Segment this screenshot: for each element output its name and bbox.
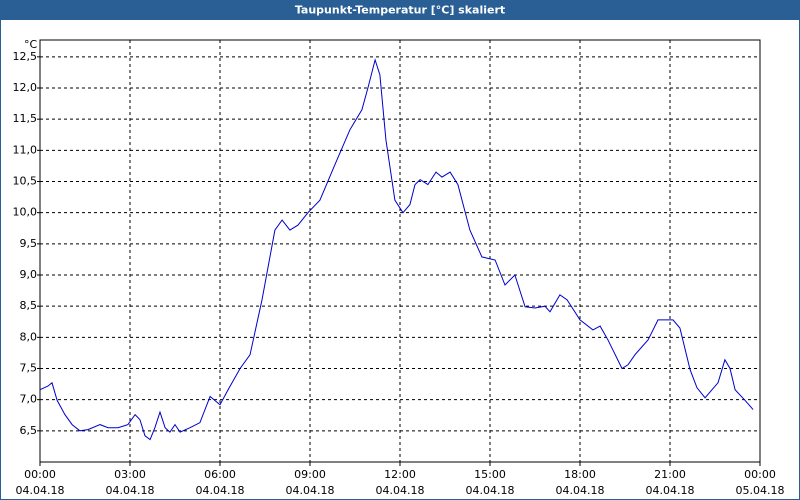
x-tick-date: 04.04.18 (106, 484, 155, 497)
y-tick-label: 11,5 (13, 112, 38, 125)
y-tick-label: 8,5 (20, 299, 38, 312)
x-tick-label: 00:00 (24, 468, 56, 481)
data-line (39, 58, 754, 441)
x-tick-date: 04.04.18 (556, 484, 605, 497)
y-tick-label: 10,0 (13, 206, 38, 219)
y-tick-label: 9,5 (20, 237, 38, 250)
y-tick-label: 7,0 (20, 393, 38, 406)
x-tick-date: 04.04.18 (466, 484, 515, 497)
x-tick-label: 09:00 (294, 468, 326, 481)
x-tick-date: 04.04.18 (16, 484, 65, 497)
y-tick-label: 7,5 (20, 361, 38, 374)
x-tick-label: 18:00 (564, 468, 596, 481)
x-tick-date: 04.04.18 (196, 484, 245, 497)
x-tick-label: 12:00 (384, 468, 416, 481)
y-tick-label: 6,5 (20, 424, 38, 437)
y-tick-label: 9,0 (20, 268, 38, 281)
x-tick-date: 04.04.18 (376, 484, 425, 497)
x-tick-label: 06:00 (204, 468, 236, 481)
x-tick-date: 05.04.18 (736, 484, 785, 497)
x-tick-date: 04.04.18 (646, 484, 695, 497)
y-unit: °C (24, 38, 38, 51)
x-tick-label: 21:00 (654, 468, 686, 481)
y-tick-label: 11,0 (13, 143, 38, 156)
x-tick-date: 04.04.18 (286, 484, 335, 497)
x-tick-label: 00:00 (744, 468, 776, 481)
y-tick-label: 8,0 (20, 330, 38, 343)
chart-title: Taupunkt-Temperatur [°C] skaliert (295, 4, 505, 17)
y-tick-label: 10,5 (13, 174, 38, 187)
y-tick-label: 12,0 (13, 81, 38, 94)
x-tick-label: 15:00 (474, 468, 506, 481)
y-tick-label: 12,5 (13, 50, 38, 63)
x-tick-label: 03:00 (114, 468, 146, 481)
title-bar (0, 0, 800, 20)
